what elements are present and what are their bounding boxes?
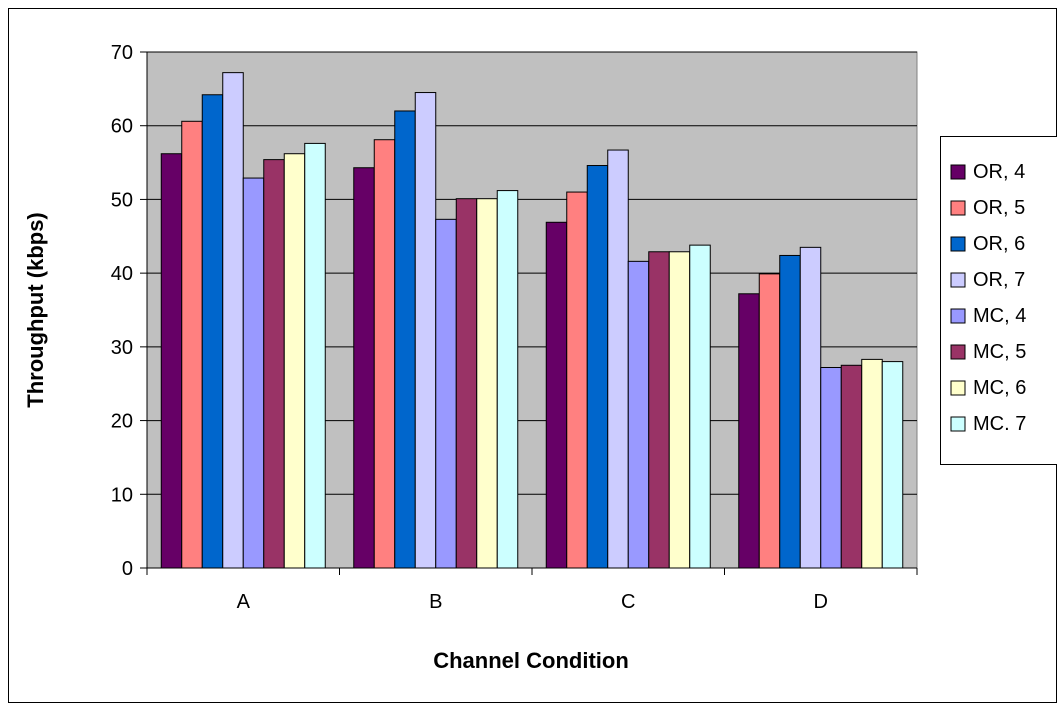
y-tick-label: 30: [111, 337, 133, 359]
x-tick-labels: A B C D: [237, 591, 828, 613]
bar: [840, 364, 863, 569]
bar: [586, 165, 609, 569]
bar: [353, 167, 375, 569]
legend-label: MC. 7: [973, 413, 1026, 435]
y-tick-label: 0: [122, 558, 133, 580]
bar: [738, 293, 760, 569]
legend-box: [940, 136, 1057, 465]
bar: [476, 198, 498, 569]
bar: [648, 251, 670, 569]
y-tick-label: 40: [111, 263, 133, 285]
bar: [566, 191, 588, 569]
bar: [304, 142, 326, 569]
legend-swatch: [950, 236, 966, 252]
x-tick-label: D: [814, 591, 828, 613]
bar: [689, 244, 711, 569]
bar: [222, 72, 244, 569]
bar: [283, 153, 306, 569]
legend: OR, 4 OR, 5 OR, 6 OR, 7 MC, 4 MC, 5 MC, 6 MC. 7: [940, 136, 1057, 465]
x-axis-title: Channel Condition: [433, 648, 629, 673]
legend-label: OR, 4: [973, 161, 1025, 183]
y-tick-labels: 0 10 20 30 40 50 60 70: [111, 42, 133, 580]
y-tick-label: 70: [111, 42, 133, 64]
legend-swatch: [950, 380, 966, 396]
legend-label: OR, 6: [973, 233, 1025, 255]
legend-swatch: [950, 416, 966, 432]
axes: [140, 51, 918, 575]
legend-swatch: [950, 200, 966, 216]
x-tick-label: A: [237, 591, 251, 613]
bar: [758, 273, 781, 569]
x-tick-label: C: [621, 591, 635, 613]
bar: [414, 92, 437, 569]
bar: [160, 153, 183, 569]
y-axis-title: Throughput (kbps): [23, 212, 48, 408]
bar: [820, 366, 842, 569]
bar: [181, 120, 203, 569]
x-tick-label: B: [429, 591, 442, 613]
bar: [861, 358, 883, 569]
bar: [668, 251, 691, 569]
bar-series-group: [160, 72, 904, 569]
bar: [435, 218, 457, 569]
y-tick-label: 50: [111, 189, 133, 211]
bar: [881, 361, 904, 569]
bar: [799, 246, 822, 569]
bar: [545, 221, 568, 569]
bar: [455, 198, 478, 569]
bar: [394, 110, 416, 569]
y-tick-label: 60: [111, 116, 133, 138]
bar: [201, 94, 224, 569]
legend-label: OR, 7: [973, 269, 1025, 291]
y-tick-label: 20: [111, 411, 133, 433]
bar: [263, 159, 285, 569]
legend-swatch: [950, 164, 966, 180]
y-tick-label: 10: [111, 484, 133, 506]
bar: [242, 177, 265, 569]
bar: [496, 190, 519, 569]
bar: [607, 149, 629, 569]
legend-label: MC, 5: [973, 341, 1026, 363]
legend-swatch: [950, 344, 966, 360]
bar: [627, 260, 650, 569]
legend-swatch: [950, 308, 966, 324]
bar: [779, 254, 801, 569]
bar: [373, 139, 396, 569]
legend-label: MC, 6: [973, 377, 1026, 399]
legend-swatch: [950, 272, 966, 288]
legend-label: OR, 5: [973, 197, 1025, 219]
legend-label: MC, 4: [973, 305, 1026, 327]
